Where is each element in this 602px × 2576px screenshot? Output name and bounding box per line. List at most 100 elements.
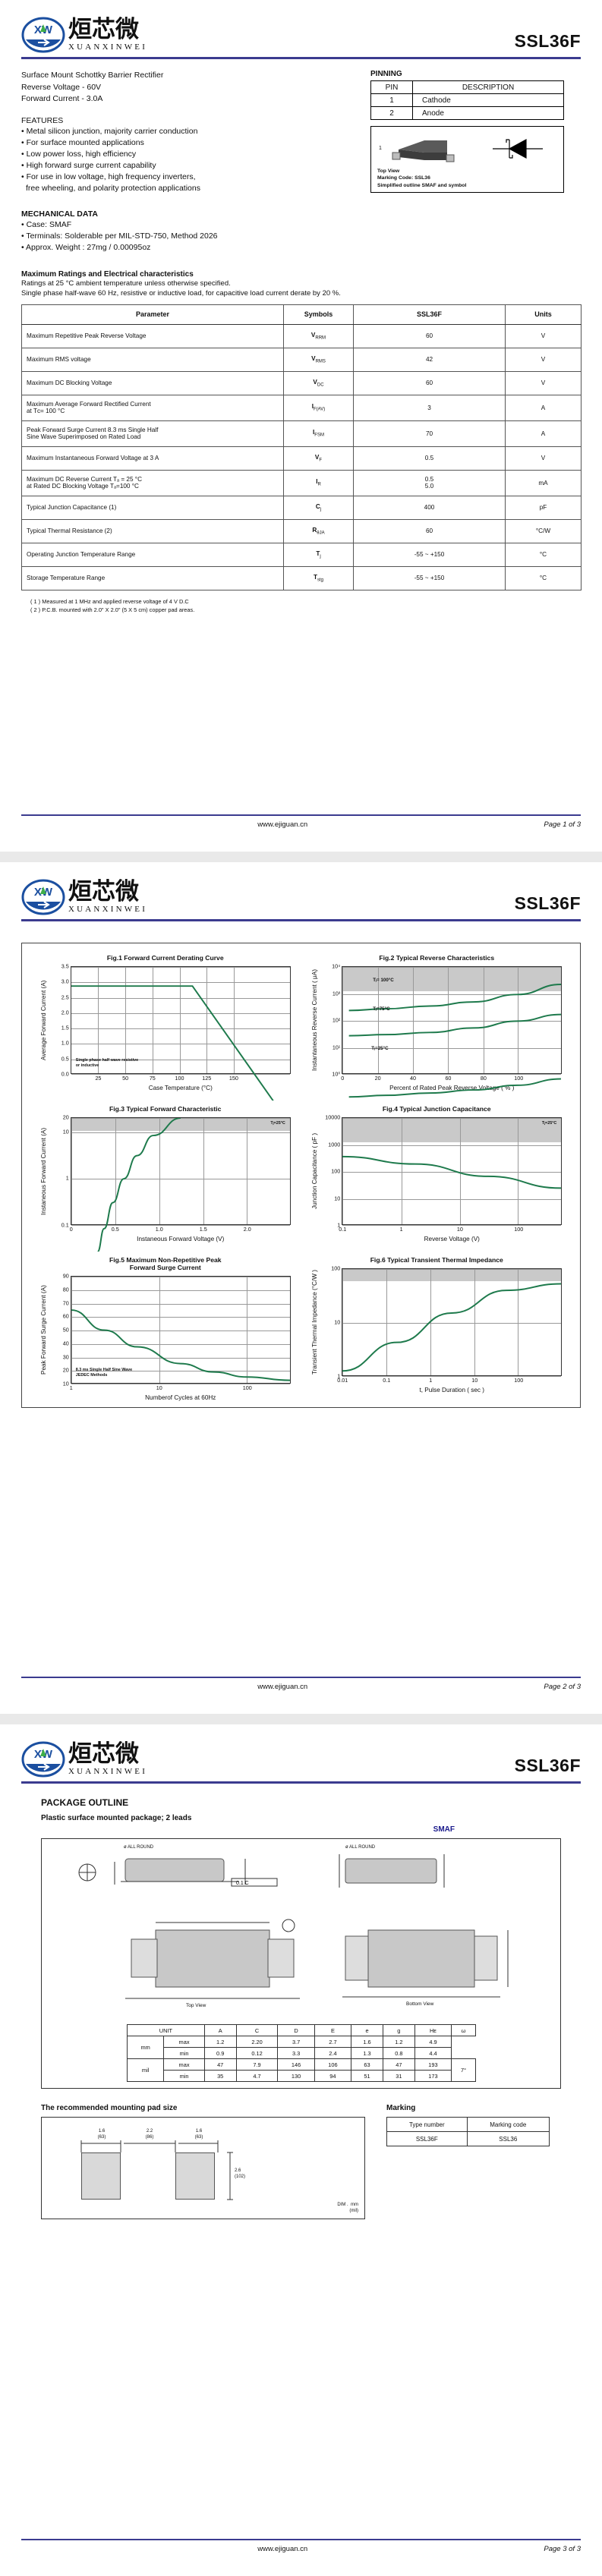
part-number-title: SSL36F bbox=[514, 31, 581, 51]
chart-y-tick: 80 bbox=[62, 1286, 69, 1293]
ratings-unit: V bbox=[505, 323, 582, 348]
chart-y-tick: 1 bbox=[65, 1174, 69, 1182]
ratings-symbol: Tstg bbox=[283, 565, 354, 590]
dim-header-unit: UNIT bbox=[127, 2024, 205, 2036]
chart-y-tick: 50 bbox=[62, 1326, 69, 1334]
allround-note-left: ø ALL ROUND bbox=[124, 1845, 154, 1850]
chart-y-tick: 10³ bbox=[332, 990, 341, 997]
page-header: XW 烜芯微 XUANXINWEI SSL36F bbox=[21, 862, 581, 915]
dim-value: 4.9 bbox=[414, 2036, 452, 2048]
page-3: XW 烜芯微 XUANXINWEI SSL36F PACKAGE OUTLINE… bbox=[0, 1724, 602, 2576]
ratings-unit: °C bbox=[505, 542, 582, 567]
table-row: 2 Anode bbox=[370, 106, 564, 120]
feature-item: • Low power loss, high efficiency bbox=[21, 149, 137, 159]
mechanical-item: • Terminals: Solderable per MIL-STD-750,… bbox=[21, 231, 218, 241]
pad-dim-mil: (63) bbox=[194, 2135, 203, 2140]
chart-y-axis-label: Junction Capacitance ( pF ) bbox=[311, 1132, 319, 1210]
chart-fig6: Fig.6 Typical Transient Thermal Impedanc… bbox=[311, 1256, 563, 1401]
brand-cn-name: 烜芯微 bbox=[68, 1740, 139, 1768]
ratings-parameter: Operating Junction Temperature Range bbox=[21, 542, 284, 567]
dim-value: 1.2 bbox=[382, 2036, 415, 2048]
dim-value: 2.7 bbox=[314, 2036, 352, 2048]
chart-y-ticks: 0.1 1 10 20 bbox=[51, 1114, 71, 1229]
footer-url[interactable]: www.ejiguan.cn bbox=[257, 820, 308, 829]
chart-y-tick: 2.5 bbox=[61, 994, 69, 1001]
ratings-header-units: Units bbox=[505, 304, 582, 325]
lead-line-3: Forward Current - 3.0A bbox=[21, 94, 103, 103]
chart-x-tick: 0.5 bbox=[111, 1226, 119, 1233]
pinning-table: PIN DESCRIPTION 1 Cathode 2 Anode bbox=[370, 80, 564, 120]
dim-value: 7.9 bbox=[235, 2058, 279, 2071]
page-separator bbox=[0, 852, 602, 862]
ratings-title: Maximum Ratings and Electrical character… bbox=[21, 269, 194, 279]
ratings-symbol: VRMS bbox=[283, 347, 354, 372]
chart-title: Fig.6 Typical Transient Thermal Impedanc… bbox=[370, 1256, 503, 1264]
table-notes: ( 1 ) Measured at 1 MHz and applied reve… bbox=[21, 597, 581, 615]
ratings-symbol: Cj bbox=[283, 495, 354, 520]
chart-y-tick: 10 bbox=[334, 1195, 341, 1201]
dim-value: 2.4 bbox=[314, 2047, 352, 2059]
page-header: XW 烜芯微 XUANXINWEI SSL36F bbox=[21, 1724, 581, 1778]
dim-value: 106 bbox=[314, 2058, 352, 2071]
ratings-symbol: IFSM bbox=[283, 420, 354, 447]
pad-dim-mm: 1.6 bbox=[195, 2129, 203, 2134]
chart-y-tick: 90 bbox=[62, 1272, 69, 1280]
ratings-unit: pF bbox=[505, 495, 582, 520]
chart-x-ticks: 0 0.5 1.0 1.5 2.0 bbox=[69, 1225, 291, 1234]
chart-x-axis-label: Reverse Voltage (V) bbox=[424, 1236, 480, 1242]
dim-header: A bbox=[203, 2024, 237, 2036]
header-rule bbox=[21, 57, 581, 59]
ratings-value: 3 bbox=[353, 394, 506, 421]
ratings-header-parameter: Parameter bbox=[21, 304, 284, 325]
allround-note-right: ø ALL ROUND bbox=[345, 1845, 376, 1850]
ratings-subtitle-line: Single phase half-wave 60 Hz, resistive … bbox=[21, 288, 341, 298]
ratings-symbol: VRRM bbox=[283, 323, 354, 348]
chart-y-ticks: 1 10 100 bbox=[322, 1265, 342, 1380]
logo-badge-icon: XW bbox=[21, 879, 65, 915]
brand-logo: XW 烜芯微 XUANXINWEI bbox=[21, 17, 147, 53]
chart-x-tick: 10 bbox=[456, 1226, 463, 1233]
chart-x-tick: 0.01 bbox=[337, 1377, 348, 1384]
ratings-parameter: Maximum Instantaneous Forward Voltage at… bbox=[21, 446, 284, 471]
chart-series-label: Tⱼ=25°C bbox=[371, 1046, 389, 1051]
dim-header: e bbox=[351, 2024, 383, 2036]
package-outline-title: PACKAGE OUTLINE bbox=[41, 1797, 129, 1808]
page-1: XW 烜芯微 XUANXINWEI SSL36F Surface Mount S… bbox=[0, 0, 602, 852]
table-note: ( 1 ) Measured at 1 MHz and applied reve… bbox=[30, 597, 189, 605]
chart-x-tick: 0 bbox=[341, 1075, 345, 1082]
chart-x-tick: 100 bbox=[175, 1075, 184, 1082]
chart-x-tick: 0 bbox=[69, 1226, 73, 1233]
footer-url[interactable]: www.ejiguan.cn bbox=[257, 1683, 308, 1691]
pad-right bbox=[175, 2152, 215, 2200]
chart-y-tick: 0.0 bbox=[61, 1070, 69, 1078]
chart-y-tick: 10¹ bbox=[332, 1044, 341, 1050]
ratings-value: -55 ~ +150 bbox=[353, 565, 506, 590]
chart-y-ticks: 10⁰ 10¹ 10² 10³ 10⁴ bbox=[322, 963, 342, 1078]
lead-line-1: Surface Mount Schottky Barrier Rectifier bbox=[21, 71, 164, 80]
ratings-parameter: Typical Thermal Resistance (2) bbox=[21, 518, 284, 543]
pad-left bbox=[81, 2152, 121, 2200]
ratings-value: 60 bbox=[353, 518, 506, 543]
mounting-pad-title: The recommended mounting pad size bbox=[41, 2104, 178, 2112]
ratings-table: Parameter Symbols SSL36F Units Maximum R… bbox=[21, 304, 582, 590]
marking-header-code: Marking code bbox=[466, 2117, 550, 2132]
chart-row-3: Fig.5 Maximum Non-Repetitive Peak Forward… bbox=[30, 1256, 572, 1401]
chart-y-tick: 30 bbox=[62, 1353, 69, 1360]
pad-unit-note: DIM . mm (mil) bbox=[337, 2203, 358, 2213]
dim-value: 51 bbox=[351, 2070, 383, 2082]
ratings-unit: V bbox=[505, 370, 582, 395]
table-row: min 0.9 0.12 3.3 2.4 1.3 0.8 4.4 bbox=[128, 2047, 476, 2059]
package-pin1-label: 1 bbox=[379, 146, 382, 151]
chart-x-tick: 1.5 bbox=[199, 1226, 207, 1233]
chart-x-ticks: 0.01 0.1 1 10 100 bbox=[337, 1376, 562, 1385]
table-row: Maximum Average Forward Rectified Curren… bbox=[21, 394, 582, 421]
chart-x-tick: 10 bbox=[471, 1377, 478, 1384]
footer-url[interactable]: www.ejiguan.cn bbox=[257, 2545, 308, 2553]
chart-x-axis-label: Instaneous Forward Voltage (V) bbox=[137, 1236, 225, 1242]
page-2-footer: www.ejiguan.cn Page 2 of 3 bbox=[21, 1677, 581, 1691]
part-number-title: SSL36F bbox=[514, 893, 581, 913]
feature-item: • High forward surge current capability bbox=[21, 160, 156, 170]
chart-x-axis-label: Case Temperature (°C) bbox=[148, 1085, 213, 1091]
chart-y-tick: 1 bbox=[337, 1221, 341, 1229]
